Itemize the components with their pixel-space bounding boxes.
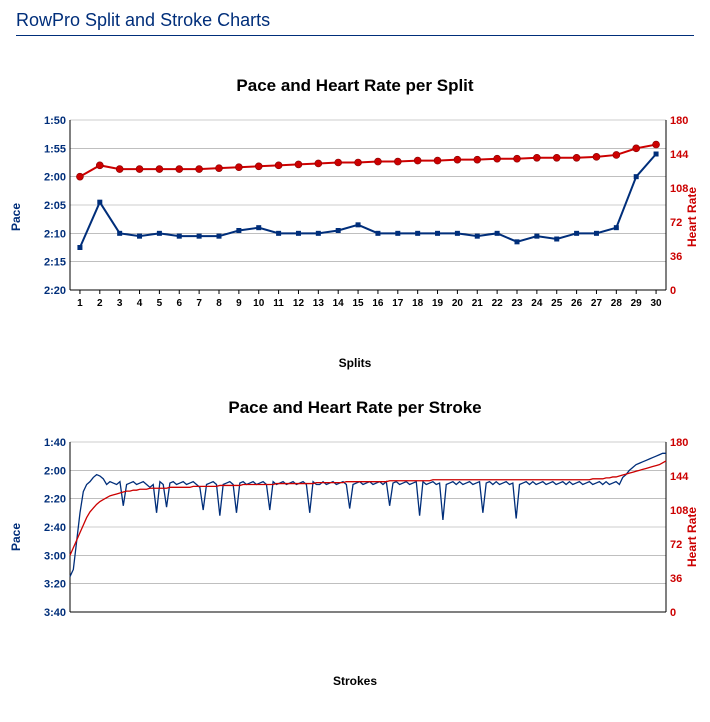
svg-text:0: 0: [670, 607, 676, 619]
svg-text:17: 17: [392, 298, 404, 309]
svg-text:72: 72: [670, 539, 682, 551]
svg-text:2:20: 2:20: [44, 494, 66, 506]
svg-text:26: 26: [571, 298, 583, 309]
svg-text:1:40: 1:40: [44, 437, 66, 449]
svg-text:2:10: 2:10: [44, 228, 66, 240]
svg-text:3: 3: [117, 298, 123, 309]
svg-text:36: 36: [670, 573, 682, 585]
svg-text:23: 23: [511, 298, 523, 309]
svg-text:11: 11: [273, 298, 284, 309]
svg-text:22: 22: [492, 298, 504, 309]
svg-text:30: 30: [651, 298, 663, 309]
svg-text:1:55: 1:55: [44, 143, 66, 155]
svg-text:27: 27: [591, 298, 603, 309]
chart2-xlabel: Strokes: [16, 674, 694, 688]
svg-text:72: 72: [670, 217, 682, 229]
svg-text:18: 18: [412, 298, 424, 309]
svg-text:3:00: 3:00: [44, 550, 66, 562]
chart2-svg: 1:402:002:202:403:003:203:40036721081441…: [16, 436, 706, 638]
svg-text:180: 180: [670, 437, 688, 449]
svg-text:14: 14: [333, 298, 345, 309]
svg-text:5: 5: [157, 298, 163, 309]
chart2-title: Pace and Heart Rate per Stroke: [16, 398, 694, 418]
svg-text:2:40: 2:40: [44, 522, 66, 534]
svg-text:7: 7: [196, 298, 202, 309]
svg-text:28: 28: [611, 298, 623, 309]
svg-text:144: 144: [670, 149, 689, 161]
svg-text:2:00: 2:00: [44, 465, 66, 477]
chart1-svg: 1:501:552:002:052:102:152:20036721081441…: [16, 114, 706, 320]
svg-text:2:15: 2:15: [44, 257, 66, 269]
svg-text:0: 0: [670, 285, 676, 297]
svg-text:15: 15: [353, 298, 365, 309]
chart2: Pace Heart Rate 1:402:002:202:403:003:20…: [16, 436, 694, 638]
svg-text:6: 6: [176, 298, 182, 309]
chart2-ylabel-left: Pace: [9, 523, 23, 551]
svg-text:24: 24: [531, 298, 543, 309]
svg-text:2:20: 2:20: [44, 285, 66, 297]
svg-text:1: 1: [77, 298, 83, 309]
chart1-title: Pace and Heart Rate per Split: [16, 76, 694, 96]
svg-text:4: 4: [137, 298, 143, 309]
svg-text:12: 12: [293, 298, 305, 309]
svg-text:36: 36: [670, 251, 682, 263]
svg-text:3:40: 3:40: [44, 607, 66, 619]
svg-text:9: 9: [236, 298, 242, 309]
svg-text:2:00: 2:00: [44, 172, 66, 184]
svg-text:8: 8: [216, 298, 222, 309]
svg-text:10: 10: [253, 298, 265, 309]
page-title: RowPro Split and Stroke Charts: [16, 10, 694, 31]
chart1-xlabel: Splits: [16, 356, 694, 370]
svg-text:20: 20: [452, 298, 464, 309]
svg-text:16: 16: [372, 298, 384, 309]
svg-text:2: 2: [97, 298, 103, 309]
svg-text:3:20: 3:20: [44, 579, 66, 591]
svg-text:180: 180: [670, 115, 688, 127]
svg-text:144: 144: [670, 471, 689, 483]
svg-text:13: 13: [313, 298, 325, 309]
title-divider: [16, 35, 694, 36]
chart2-ylabel-right: Heart Rate: [685, 507, 699, 567]
svg-text:2:05: 2:05: [44, 200, 66, 212]
svg-text:19: 19: [432, 298, 444, 309]
chart1-ylabel-left: Pace: [9, 203, 23, 231]
svg-text:1:50: 1:50: [44, 115, 66, 127]
svg-text:25: 25: [551, 298, 563, 309]
svg-text:29: 29: [631, 298, 643, 309]
svg-text:21: 21: [472, 298, 484, 309]
chart1-ylabel-right: Heart Rate: [685, 187, 699, 247]
chart1: Pace Heart Rate 1:501:552:002:052:102:15…: [16, 114, 694, 320]
